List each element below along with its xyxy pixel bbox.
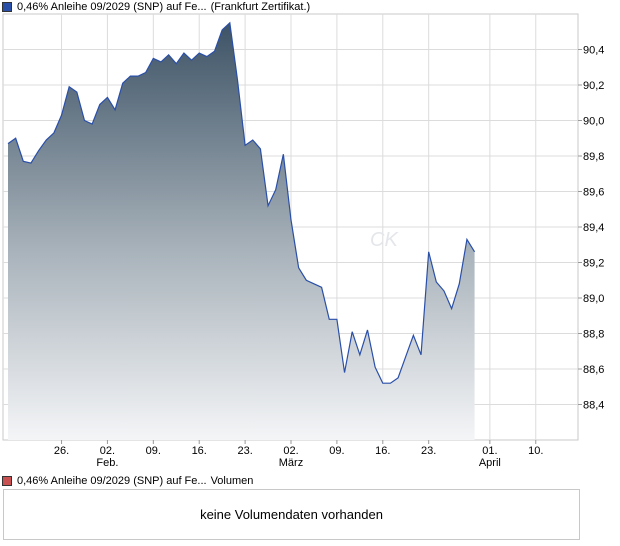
y-tick-label: 88,4 <box>583 400 604 412</box>
x-tick-label: 16. <box>375 445 390 457</box>
volume-empty-message: keine Volumendaten vorhanden <box>200 507 383 522</box>
x-tick-label: 02. <box>100 445 115 457</box>
price-exchange-label: (Frankfurt Zertifikat.) <box>210 1 311 13</box>
y-tick-label: 88,8 <box>583 329 604 341</box>
volume-series-label: 0,46% Anleihe 09/2029 (SNP) auf Fe... <box>17 475 207 487</box>
price-legend: 0,46% Anleihe 09/2029 (SNP) auf Fe... (F… <box>2 0 310 14</box>
x-tick-label: 23. <box>237 445 252 457</box>
volume-series-swatch <box>2 476 12 486</box>
watermark: CK <box>370 229 399 251</box>
y-tick-label: 88,6 <box>583 364 604 376</box>
x-tick-label: 26. <box>54 445 69 457</box>
x-tick-label: 02. <box>283 445 298 457</box>
y-axis: 88,4 88,6 88,8 89,0 89,2 89,4 89,6 89,8 90,0 90,2… <box>578 45 604 412</box>
y-tick-label: 89,2 <box>583 258 604 270</box>
x-month-label: Feb. <box>96 457 118 469</box>
x-tick-label: 09. <box>329 445 344 457</box>
volume-panel: keine Volumendaten vorhanden <box>3 489 580 540</box>
y-tick-label: 90,2 <box>583 80 604 92</box>
price-series-swatch <box>2 2 12 12</box>
y-tick-label: 90,4 <box>583 45 604 57</box>
price-series-label: 0,46% Anleihe 09/2029 (SNP) auf Fe... <box>17 1 207 13</box>
x-month-label: April <box>479 457 501 469</box>
x-month-label: März <box>279 457 303 469</box>
price-chart: CK 88,4 88,6 88,8 89,0 89,2 89,4 89,6 89,8 90,0 9… <box>2 13 604 469</box>
x-tick-label: 16. <box>192 445 207 457</box>
x-tick-label: 01. <box>482 445 497 457</box>
y-tick-label: 89,6 <box>583 187 604 199</box>
volume-legend: 0,46% Anleihe 09/2029 (SNP) auf Fe... Vo… <box>2 474 253 488</box>
x-tick-label: 09. <box>146 445 161 457</box>
price-line <box>7 21 476 384</box>
y-tick-label: 89,8 <box>583 151 604 163</box>
x-tick-label: 10. <box>528 445 543 457</box>
y-tick-label: 89,4 <box>583 222 604 234</box>
y-tick-label: 90,0 <box>583 116 604 128</box>
y-tick-label: 89,0 <box>583 293 604 305</box>
volume-suffix-label: Volumen <box>210 475 254 487</box>
x-tick-label: 23. <box>421 445 436 457</box>
price-area <box>8 22 475 441</box>
